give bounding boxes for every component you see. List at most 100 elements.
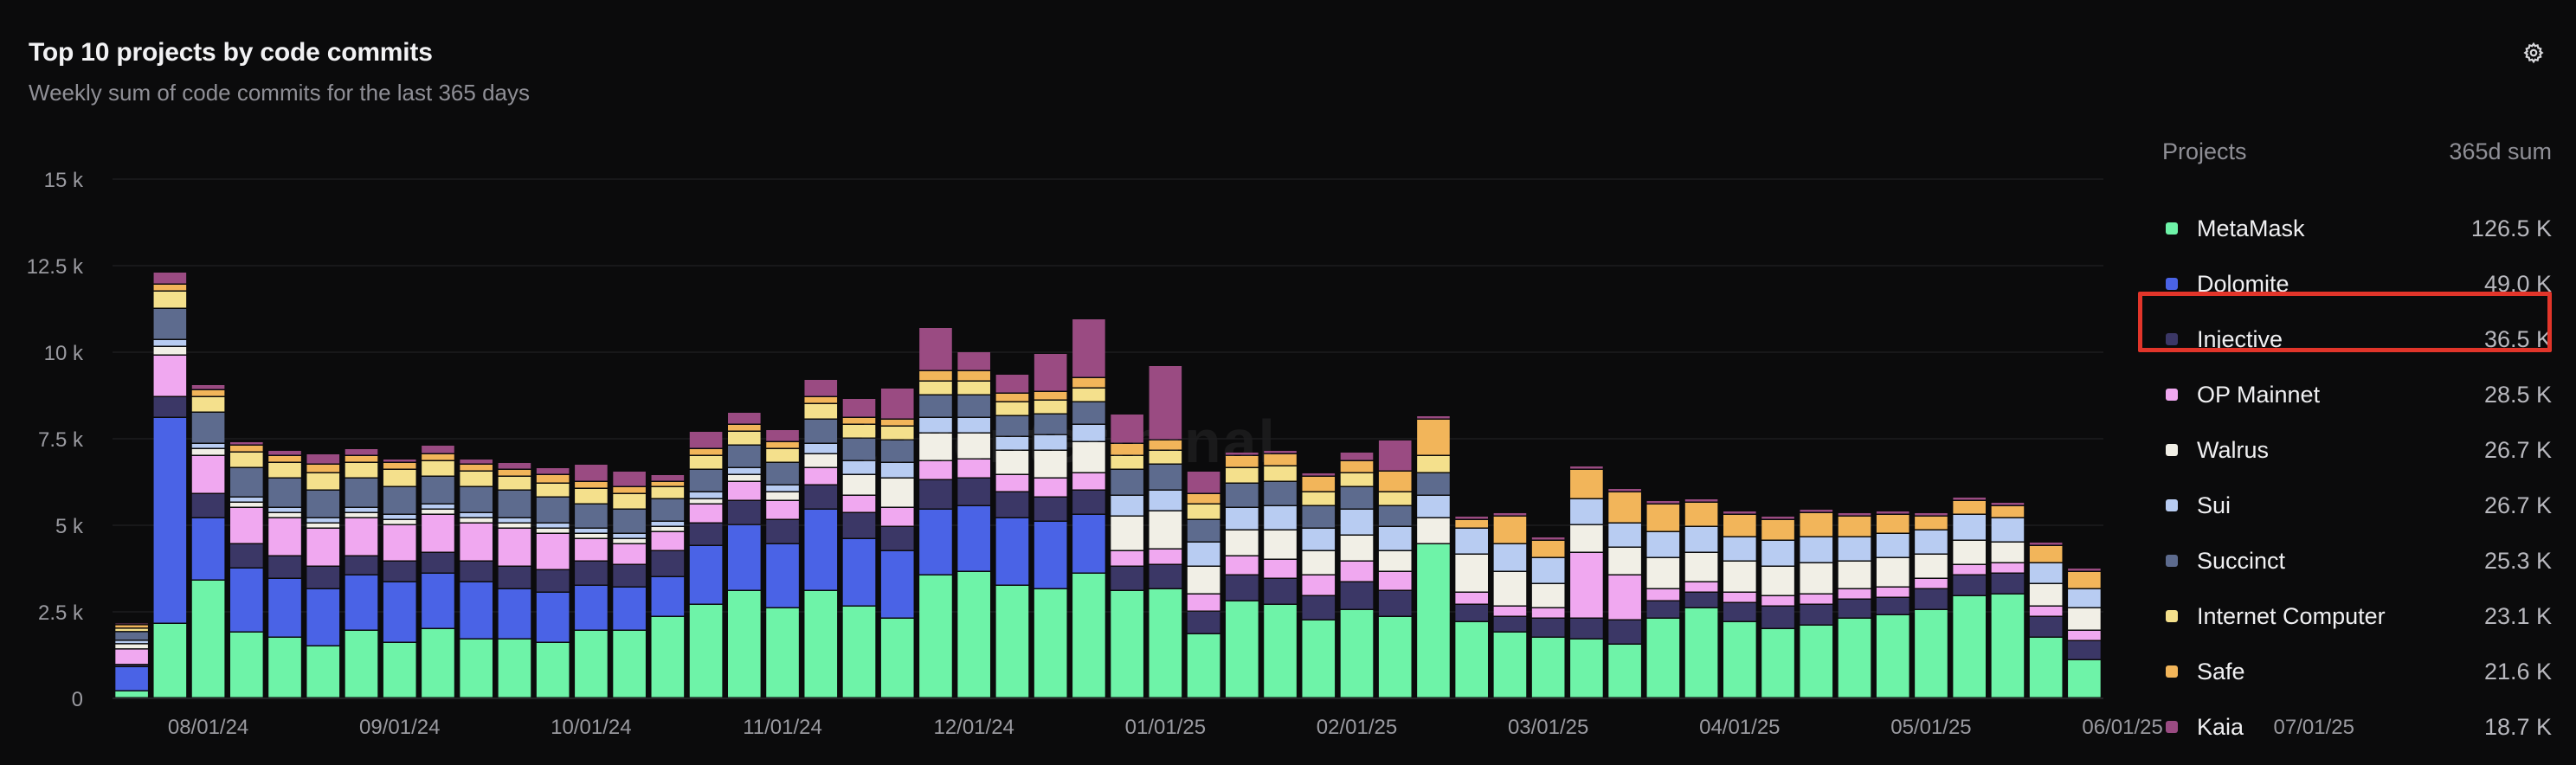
bar-segment-op-mainnet[interactable]: [1646, 589, 1680, 601]
bar-segment-internet-computer[interactable]: [1340, 473, 1374, 486]
bar-segment-sui[interactable]: [306, 518, 340, 523]
bar-segment-succinct[interactable]: [383, 487, 416, 514]
bar-segment-kaia[interactable]: [460, 460, 493, 464]
bar-segment-metamask[interactable]: [2029, 638, 2063, 698]
bar-segment-sui[interactable]: [842, 461, 876, 474]
bar-segment-op-mainnet[interactable]: [268, 518, 301, 556]
bar-segment-metamask[interactable]: [1111, 591, 1143, 698]
bar-segment-kaia[interactable]: [1800, 510, 1833, 512]
bar-segment-metamask[interactable]: [1876, 615, 1909, 698]
bar-segment-safe[interactable]: [1187, 494, 1220, 504]
bar-segment-walrus[interactable]: [651, 527, 685, 531]
bar-segment-metamask[interactable]: [268, 638, 301, 698]
bar-segment-injective[interactable]: [842, 513, 876, 538]
bar-segment-safe[interactable]: [1034, 392, 1067, 400]
bar-segment-sui[interactable]: [191, 444, 225, 448]
bar-segment-injective[interactable]: [651, 551, 685, 576]
bar-segment-op-mainnet[interactable]: [1761, 596, 1794, 606]
bar-segment-walrus[interactable]: [1876, 558, 1909, 587]
bar-segment-op-mainnet[interactable]: [1072, 473, 1105, 490]
bar-segment-metamask[interactable]: [383, 643, 416, 698]
bar-segment-op-mainnet[interactable]: [919, 461, 952, 479]
bar-segment-injective[interactable]: [1531, 619, 1565, 637]
bar-segment-op-mainnet[interactable]: [842, 496, 876, 512]
bar-segment-op-mainnet[interactable]: [115, 649, 148, 665]
bar-segment-metamask[interactable]: [460, 640, 493, 698]
bar-segment-op-mainnet[interactable]: [2068, 631, 2101, 640]
bar-segment-dolomite[interactable]: [957, 506, 990, 571]
bar-segment-succinct[interactable]: [1226, 484, 1259, 507]
bar-segment-sui[interactable]: [536, 524, 570, 528]
bar-segment-walrus[interactable]: [575, 534, 608, 538]
bar-segment-succinct[interactable]: [766, 463, 799, 485]
bar-segment-injective[interactable]: [191, 494, 225, 518]
bar-segment-sui[interactable]: [728, 468, 761, 474]
bar-segment-walrus[interactable]: [1187, 567, 1220, 594]
bar-segment-op-mainnet[interactable]: [1915, 579, 1948, 588]
bar-segment-internet-computer[interactable]: [191, 397, 225, 412]
bar-segment-dolomite[interactable]: [689, 546, 723, 604]
bar-segment-sui[interactable]: [689, 492, 723, 498]
bar-segment-succinct[interactable]: [1111, 470, 1143, 495]
bar-segment-safe[interactable]: [1226, 456, 1259, 467]
bar-segment-kaia[interactable]: [1876, 511, 1909, 514]
bar-segment-dolomite[interactable]: [728, 525, 761, 590]
bar-segment-succinct[interactable]: [919, 395, 952, 417]
bar-segment-walrus[interactable]: [804, 454, 838, 467]
bar-segment-walrus[interactable]: [1570, 525, 1603, 552]
bar-segment-op-mainnet[interactable]: [766, 501, 799, 519]
bar-segment-op-mainnet[interactable]: [1111, 551, 1143, 566]
bar-segment-safe[interactable]: [2068, 572, 2101, 588]
bar-segment-sui[interactable]: [2068, 589, 2101, 608]
bar-segment-kaia[interactable]: [1493, 513, 1527, 516]
bar-segment-sui[interactable]: [957, 418, 990, 433]
bar-segment-op-mainnet[interactable]: [1264, 560, 1297, 578]
bar-segment-sui[interactable]: [1226, 508, 1259, 530]
bar-segment-op-mainnet[interactable]: [460, 524, 493, 561]
bar-segment-sui[interactable]: [1531, 558, 1565, 583]
bar-segment-internet-computer[interactable]: [1034, 401, 1067, 414]
bar-segment-op-mainnet[interactable]: [728, 482, 761, 500]
bar-segment-op-mainnet[interactable]: [422, 515, 454, 552]
bar-segment-op-mainnet[interactable]: [1378, 572, 1412, 590]
bar-segment-metamask[interactable]: [880, 619, 914, 698]
bar-segment-op-mainnet[interactable]: [1493, 607, 1527, 616]
bar-segment-kaia[interactable]: [1034, 354, 1067, 391]
bar-segment-injective[interactable]: [268, 556, 301, 578]
bar-segment-kaia[interactable]: [383, 460, 416, 462]
bar-segment-internet-computer[interactable]: [575, 489, 608, 504]
bar-segment-sui[interactable]: [422, 505, 454, 509]
bar-segment-metamask[interactable]: [1493, 633, 1527, 698]
bar-segment-kaia[interactable]: [575, 465, 608, 481]
legend-item-metamask[interactable]: MetaMask 126.5 K: [2162, 211, 2552, 246]
bar-segment-kaia[interactable]: [1991, 503, 2025, 505]
bar-segment-injective[interactable]: [115, 665, 148, 666]
bar-segment-injective[interactable]: [1111, 567, 1143, 590]
bar-segment-metamask[interactable]: [613, 631, 646, 698]
bar-segment-succinct[interactable]: [575, 505, 608, 528]
bar-segment-safe[interactable]: [153, 285, 187, 291]
bar-segment-injective[interactable]: [804, 485, 838, 509]
bar-segment-dolomite[interactable]: [345, 575, 378, 630]
bar-segment-op-mainnet[interactable]: [383, 525, 416, 561]
bar-segment-injective[interactable]: [919, 480, 952, 509]
bar-segment-injective[interactable]: [1149, 565, 1182, 588]
bar-segment-sui[interactable]: [880, 463, 914, 478]
bar-segment-injective[interactable]: [2029, 617, 2063, 637]
bar-segment-injective[interactable]: [498, 567, 531, 588]
bar-segment-walrus[interactable]: [1226, 530, 1259, 556]
bar-segment-safe[interactable]: [1417, 420, 1450, 455]
bar-segment-kaia[interactable]: [153, 273, 187, 284]
bar-segment-internet-computer[interactable]: [1226, 468, 1259, 483]
bar-segment-walrus[interactable]: [1646, 558, 1680, 588]
bar-segment-op-mainnet[interactable]: [2029, 607, 2063, 616]
bar-segment-injective[interactable]: [1226, 575, 1259, 601]
bar-segment-injective[interactable]: [1761, 607, 1794, 628]
bar-segment-op-mainnet[interactable]: [689, 505, 723, 523]
bar-segment-safe[interactable]: [1378, 472, 1412, 492]
bar-segment-injective[interactable]: [1034, 498, 1067, 521]
bar-segment-succinct[interactable]: [1417, 473, 1450, 495]
bar-segment-succinct[interactable]: [880, 440, 914, 462]
bar-segment-walrus[interactable]: [1915, 555, 1948, 578]
bar-segment-metamask[interactable]: [1953, 596, 1986, 698]
